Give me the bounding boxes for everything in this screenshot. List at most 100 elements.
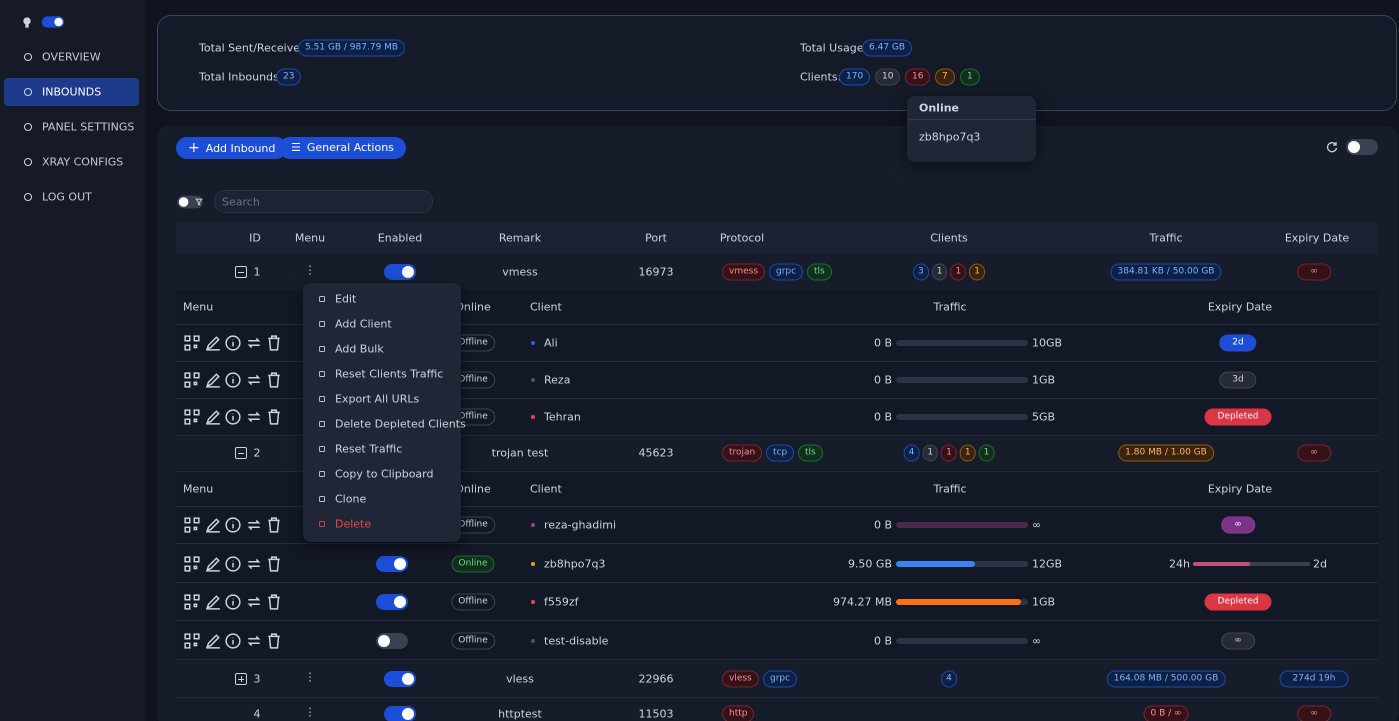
client-action-icon[interactable]: [184, 335, 200, 351]
client-action-icon[interactable]: [246, 556, 262, 572]
client-count[interactable]: 1: [978, 444, 995, 462]
client-count[interactable]: 1: [960, 68, 980, 86]
search-box[interactable]: [214, 190, 433, 213]
client-action-icon[interactable]: [225, 409, 241, 425]
general-actions-button[interactable]: ☰ General Actions: [279, 137, 406, 159]
sidebar-item[interactable]: XRAY CONFIGS: [42, 155, 124, 169]
context-menu-item[interactable]: Add Bulk: [335, 342, 384, 356]
sidebar-active: [4, 78, 139, 106]
row-menu[interactable]: ⋮: [304, 263, 316, 277]
add-inbound-button[interactable]: + Add Inbound: [176, 137, 288, 159]
expand-toggle[interactable]: [235, 673, 247, 685]
client-count[interactable]: 1: [969, 263, 985, 281]
client-action-icon[interactable]: [246, 517, 262, 533]
context-menu-item[interactable]: Edit: [335, 292, 357, 306]
sidebar-item[interactable]: LOG OUT: [42, 190, 92, 204]
client-action-icon[interactable]: [225, 594, 241, 610]
client-action-icon[interactable]: [205, 372, 221, 388]
client-action-icon[interactable]: [246, 409, 262, 425]
traffic-fill: [896, 561, 976, 567]
inbound-port: 16973: [638, 265, 674, 279]
row-separator: [176, 398, 1378, 399]
context-menu-item[interactable]: Reset Clients Traffic: [335, 367, 444, 381]
client-action-icon[interactable]: [205, 335, 221, 351]
client-action-icon[interactable]: [205, 556, 221, 572]
client-count[interactable]: 1: [941, 444, 957, 462]
client-action-icon[interactable]: [266, 633, 282, 649]
filter-icon[interactable]: [194, 197, 204, 207]
theme-toggle[interactable]: [41, 16, 65, 28]
context-menu-item[interactable]: Export All URLs: [335, 392, 420, 406]
sidebar-item[interactable]: INBOUNDS: [42, 85, 102, 99]
client-action-icon[interactable]: [246, 372, 262, 388]
client-action-icon[interactable]: [266, 335, 282, 351]
inbound-toggle[interactable]: [384, 264, 416, 280]
client-count[interactable]: 1: [931, 263, 948, 281]
client-action-icon[interactable]: [205, 633, 221, 649]
context-menu-item[interactable]: Clone: [335, 492, 367, 506]
client-action-icon[interactable]: [246, 594, 262, 610]
client-action-icon[interactable]: [184, 372, 200, 388]
client-name: test-disable: [544, 634, 609, 648]
inbound-toggle[interactable]: [384, 671, 416, 687]
auto-refresh-toggle[interactable]: [1346, 139, 1378, 155]
row-menu[interactable]: ⋮: [304, 705, 316, 719]
refresh-icon[interactable]: [1325, 140, 1339, 154]
client-action-icon[interactable]: [266, 556, 282, 572]
client-count[interactable]: 1: [950, 263, 967, 281]
client-count[interactable]: 16: [905, 68, 931, 86]
client-toggle[interactable]: [376, 633, 408, 649]
sidebar-item[interactable]: PANEL SETTINGS: [42, 120, 135, 134]
client-action-icon[interactable]: [266, 409, 282, 425]
client-action-icon[interactable]: [266, 517, 282, 533]
client-action-icon[interactable]: [225, 517, 241, 533]
client-count[interactable]: 1: [959, 444, 976, 462]
client-action-icon[interactable]: [225, 633, 241, 649]
client-action-icon[interactable]: [225, 335, 241, 351]
sidebar-item[interactable]: OVERVIEW: [42, 50, 101, 64]
context-menu-item[interactable]: Delete Depleted Clients: [335, 417, 466, 431]
client-count[interactable]: 3: [913, 263, 929, 281]
client-action-icon[interactable]: [225, 556, 241, 572]
client-action-icon[interactable]: [266, 594, 282, 610]
client-count[interactable]: 4: [903, 444, 920, 462]
client-count[interactable]: 4: [941, 670, 957, 688]
row-separator: [176, 697, 1378, 698]
client-toggle[interactable]: [376, 594, 408, 610]
client-toggle[interactable]: [376, 556, 408, 572]
client-action-icon[interactable]: [184, 633, 200, 649]
client-action-icon[interactable]: [184, 594, 200, 610]
context-menu-item[interactable]: Add Client: [335, 317, 392, 331]
client-action-icon[interactable]: [246, 335, 262, 351]
row-separator: [176, 659, 1378, 660]
client-count[interactable]: 1: [922, 444, 939, 462]
client-action-icon[interactable]: [184, 409, 200, 425]
client-status: Offline: [451, 593, 495, 611]
client-count[interactable]: 170: [839, 68, 871, 86]
client-action-icon[interactable]: [184, 556, 200, 572]
context-menu-item[interactable]: Copy to Clipboard: [335, 467, 434, 481]
inbound-toggle[interactable]: [384, 706, 416, 721]
expiry-from: 24h: [1169, 557, 1190, 571]
client-action-icon[interactable]: [225, 372, 241, 388]
menu-icon: [318, 420, 327, 429]
client-action-icon[interactable]: [246, 633, 262, 649]
client-action-icon[interactable]: [205, 517, 221, 533]
client-action-icon[interactable]: [184, 517, 200, 533]
expand-toggle[interactable]: [235, 447, 247, 459]
client-count[interactable]: 10: [875, 68, 901, 86]
context-menu-item[interactable]: Reset Traffic: [335, 442, 403, 456]
inbound-traffic: 0 B / ∞: [1143, 705, 1189, 721]
client-action-icon[interactable]: [205, 594, 221, 610]
client-action-icon[interactable]: [205, 409, 221, 425]
client-action-icon[interactable]: [266, 372, 282, 388]
client-count[interactable]: 7: [935, 68, 955, 86]
row-menu[interactable]: ⋮: [304, 670, 316, 684]
column-header: Menu: [294, 231, 326, 245]
menu-icon: [318, 520, 327, 529]
context-menu-item[interactable]: Delete: [335, 517, 372, 531]
expand-toggle[interactable]: [235, 266, 247, 278]
